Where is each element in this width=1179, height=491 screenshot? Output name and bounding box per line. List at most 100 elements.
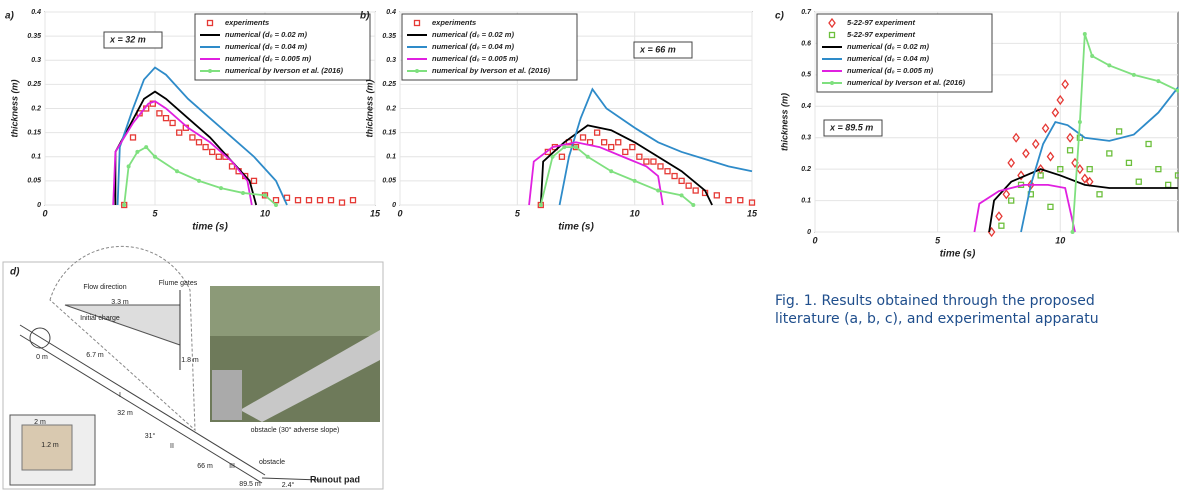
marker	[202, 143, 209, 151]
y-tick-label: 0.4	[31, 9, 41, 16]
y-tick-label: 0.5	[801, 72, 811, 79]
x-tick-label: 0	[397, 208, 402, 218]
marker	[153, 154, 157, 159]
marker	[327, 197, 335, 204]
x-tick-label: 0	[812, 235, 817, 245]
panel-label: c)	[775, 11, 785, 22]
diagram-label: 0 m	[36, 354, 48, 361]
marker	[338, 199, 346, 206]
marker	[1066, 147, 1074, 154]
diagram-label: 2 m	[34, 419, 46, 426]
y-axis-label: thickness (m)	[364, 79, 374, 137]
y-tick-label: 0.1	[386, 154, 396, 161]
diagram-label: 89.5 m	[239, 481, 261, 488]
marker	[1041, 123, 1050, 134]
marker	[574, 145, 578, 150]
marker	[1046, 151, 1055, 162]
annotation-box	[633, 41, 693, 59]
x-tick-label: 0	[42, 208, 47, 218]
photo-block	[212, 370, 242, 420]
diagram-label: Flume gates	[159, 280, 198, 287]
marker	[643, 158, 650, 165]
marker	[1031, 138, 1040, 150]
marker	[305, 197, 313, 204]
marker	[692, 187, 699, 194]
marker	[1007, 157, 1016, 168]
marker	[241, 190, 245, 195]
chart: 0 5 10 15 0 0.05 0.1 0.15 0.2 0.25 0.3 0.35 0.4 a) tim…	[5, 9, 381, 233]
marker	[209, 148, 216, 156]
flume	[19, 324, 266, 476]
marker	[1080, 173, 1089, 184]
marker	[713, 192, 720, 199]
marker	[593, 129, 601, 136]
marker	[162, 115, 170, 122]
marker	[538, 203, 543, 207]
annotation-box	[823, 119, 883, 137]
x-tick-label: 10	[1055, 235, 1065, 245]
y-tick-label: 0.05	[382, 178, 396, 185]
marker	[579, 134, 587, 141]
annotation-box	[103, 31, 163, 49]
photo-ramp	[240, 330, 380, 422]
legend-label: numerical by Iverson et al. (2016)	[225, 66, 343, 75]
marker	[664, 168, 671, 175]
series-line	[973, 183, 1076, 233]
diagram-label: 32 m	[117, 410, 133, 417]
y-tick-label: 0.25	[382, 81, 396, 88]
legend-label: experiments	[225, 18, 269, 27]
marker	[632, 178, 637, 183]
legend-swatch	[208, 69, 212, 73]
marker	[1008, 197, 1015, 204]
marker	[1086, 165, 1093, 173]
marker	[585, 154, 590, 159]
marker	[550, 154, 555, 159]
x-axis-label: time (s)	[558, 222, 594, 233]
marker	[156, 110, 163, 117]
x-tick-label: 15	[370, 208, 381, 218]
caption-line: literature (a, b, c), and experimental a…	[775, 311, 1099, 327]
x-axis-label: time (s)	[940, 249, 976, 260]
marker	[1096, 191, 1103, 198]
marker	[1155, 165, 1162, 173]
marker	[197, 178, 201, 183]
x-tick-label: 10	[630, 208, 640, 218]
marker	[1070, 230, 1075, 234]
marker	[1076, 164, 1084, 175]
marker	[608, 143, 615, 151]
y-axis-label: thickness (m)	[779, 93, 789, 151]
marker	[1135, 178, 1142, 185]
series-line	[1020, 86, 1179, 233]
legend-swatch	[206, 19, 214, 27]
legend-label: numerical (d₀ = 0.04 m)	[225, 42, 307, 51]
diagram-label: Runout pad	[310, 474, 360, 484]
marker	[1156, 79, 1161, 84]
y-tick-label: 0.3	[801, 135, 811, 142]
marker	[995, 211, 1003, 222]
marker	[176, 129, 183, 136]
marker	[737, 197, 744, 204]
marker	[195, 139, 203, 146]
caption-line: Fig. 1. Results obtained through the pro…	[775, 293, 1095, 309]
marker	[169, 119, 176, 127]
marker	[219, 186, 223, 191]
y-tick-label: 0	[392, 202, 396, 209]
marker	[725, 197, 732, 204]
diagram-label: III	[229, 463, 235, 470]
marker	[263, 193, 267, 198]
marker	[691, 203, 696, 207]
legend-label: numerical (d₀ = 0.005 m)	[225, 54, 312, 63]
marker	[657, 163, 664, 170]
marker	[1012, 132, 1020, 143]
legend-swatch	[415, 69, 419, 73]
marker	[1106, 150, 1113, 157]
legend-swatch	[828, 17, 836, 29]
diagram-label: 1.8 m	[181, 357, 199, 364]
y-tick-label: 0.15	[382, 129, 396, 136]
series-line	[116, 66, 288, 206]
series-line	[539, 146, 694, 206]
x-tick-label: 15	[747, 208, 758, 218]
marker	[250, 177, 258, 185]
marker	[650, 158, 657, 165]
